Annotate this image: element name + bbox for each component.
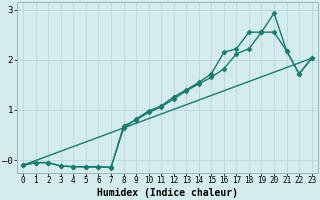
X-axis label: Humidex (Indice chaleur): Humidex (Indice chaleur) xyxy=(97,188,238,198)
